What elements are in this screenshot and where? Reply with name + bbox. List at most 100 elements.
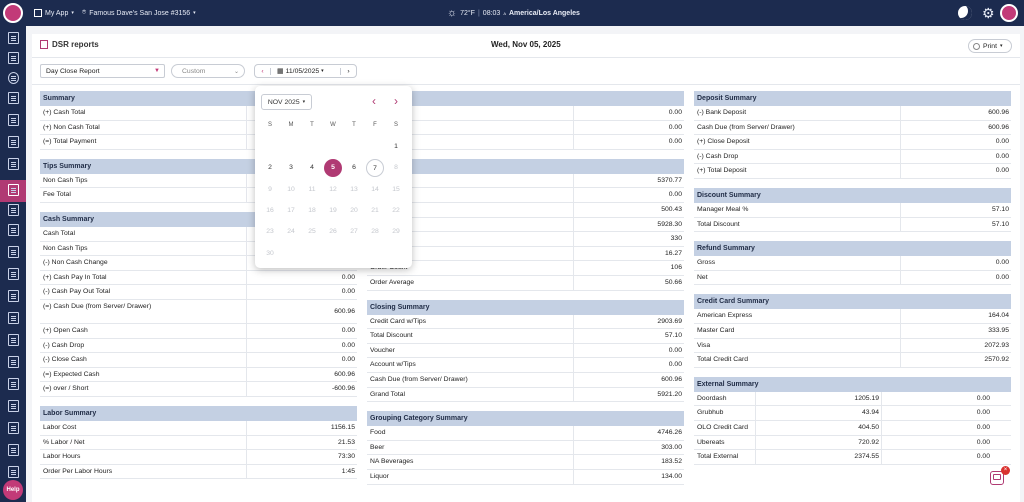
calendar-day: 15: [392, 185, 400, 193]
row-label: Visa: [694, 338, 901, 353]
sidebar-item-doc3-icon[interactable]: [8, 158, 19, 170]
sidebar-item-doc11-icon[interactable]: [8, 356, 19, 368]
dsr-report-icon[interactable]: [8, 184, 19, 196]
row-value: 73:30: [337, 453, 355, 461]
table-row: Cash Total: [40, 227, 357, 242]
row-value: 0.00: [976, 409, 990, 417]
sidebar-item-doc10-icon[interactable]: [8, 334, 19, 346]
row-label: Account w/Tips: [367, 358, 574, 372]
table-row: 500.43: [367, 202, 684, 218]
sidebar-item-doc2-icon[interactable]: [8, 114, 19, 126]
range-select[interactable]: Custom ⌄: [171, 64, 245, 78]
chevron-down-icon: ▾: [71, 10, 74, 16]
month-select[interactable]: NOV 2025 ▾: [261, 94, 312, 110]
row-value: 57.10: [991, 206, 1009, 213]
table-row: Non Cash Tips: [40, 173, 357, 189]
row-value: 404.50: [756, 420, 882, 435]
app-logo[interactable]: [3, 3, 23, 23]
sidebar-item-doc9-icon[interactable]: [8, 312, 19, 324]
calendar-day[interactable]: 4: [310, 164, 314, 172]
table-row: Grubhub 43.94 0.00: [694, 406, 1011, 421]
row-value: 50.66: [664, 278, 682, 286]
prev-month-button[interactable]: ‹: [372, 94, 376, 108]
chat-widget-button[interactable]: ×: [990, 466, 1010, 485]
settings-button[interactable]: ⚙: [982, 0, 995, 26]
sidebar-item-doc8-icon[interactable]: [8, 290, 19, 302]
chevron-down-icon: ▾: [321, 68, 324, 74]
sidebar-item-register-icon[interactable]: [8, 52, 19, 64]
calendar-day: 19: [329, 206, 337, 214]
row-value: 330: [670, 235, 682, 243]
sidebar-item-doc4-icon[interactable]: [8, 204, 19, 216]
sidebar-item-doc-icon[interactable]: [8, 92, 19, 104]
table-row: American Express 164.04: [694, 309, 1011, 324]
row-label: (+) Cash Total: [40, 106, 247, 120]
row-label: (+) Close Deposit: [694, 135, 901, 149]
moon-icon: [958, 6, 972, 20]
row-label: (+) Open Cash: [40, 323, 247, 338]
next-month-button[interactable]: ›: [394, 94, 398, 108]
table-row: Total Credit Card 2570.92: [694, 353, 1011, 368]
sidebar-item-doc13-icon[interactable]: [8, 400, 19, 412]
calendar-day[interactable]: 7: [366, 159, 384, 178]
range-value: Custom: [182, 67, 206, 75]
print-button[interactable]: Print ▾: [968, 39, 1012, 53]
row-label: Total Discount: [367, 329, 574, 343]
row-value: 4746.26: [657, 429, 682, 437]
report-section: 5370.77 0.00 500.43 5928.30 330 16.27 Order Co…: [367, 158, 684, 291]
sidebar-item-doc5-icon[interactable]: [8, 224, 19, 236]
section-title: Deposit Summary: [694, 91, 1011, 106]
report-type-select[interactable]: Day Close Report ▼: [40, 64, 165, 78]
prev-date-button[interactable]: ‹: [255, 67, 271, 75]
row-label: (-) Bank Deposit: [694, 106, 901, 120]
row-label: (-) Cash Pay Out Total: [40, 285, 247, 299]
calendar-day[interactable]: 1: [394, 143, 398, 150]
sidebar-item-doc6-icon[interactable]: [8, 246, 19, 258]
calendar-day[interactable]: 5: [324, 159, 342, 178]
calendar-day[interactable]: 6: [352, 164, 356, 172]
next-date-button[interactable]: ›: [340, 67, 356, 75]
help-button[interactable]: Help: [3, 480, 23, 500]
table-row: Doordash 1205.19 0.00: [694, 391, 1011, 407]
app-switcher[interactable]: My App ▾: [34, 0, 74, 26]
section-title: Discount Summary: [694, 188, 1011, 203]
row-label: Master Card: [694, 323, 901, 338]
sidebar-item-doc12-icon[interactable]: [8, 378, 19, 390]
sidebar-item-doc16-icon[interactable]: [8, 466, 19, 478]
close-icon[interactable]: ×: [1001, 466, 1010, 475]
calendar-day[interactable]: 3: [289, 164, 293, 172]
table-row: s0.00: [367, 135, 684, 150]
calendar-day[interactable]: 2: [268, 164, 272, 172]
report-section: Grouping Category Summary Food 4746.26 Beer…: [367, 411, 684, 485]
row-label: [367, 202, 574, 217]
user-icon[interactable]: [8, 72, 19, 84]
user-avatar[interactable]: [1000, 0, 1018, 26]
table-row: OLO Credit Card 404.50 0.00: [694, 420, 1011, 436]
sidebar-item-doc15-icon[interactable]: [8, 444, 19, 456]
row-label: Order Per Labor Hours: [40, 464, 247, 479]
table-row: Non Cash Tips: [40, 241, 357, 257]
sidebar-item-doc14-icon[interactable]: [8, 422, 19, 434]
table-row: Account w/Tips 0.00: [367, 358, 684, 373]
date-value[interactable]: 11/05/2025: [285, 67, 320, 75]
row-value: 134.00: [661, 472, 682, 480]
sidebar-item-doc7-icon[interactable]: [8, 268, 19, 280]
sidebar-item-reports-icon[interactable]: [8, 32, 19, 44]
section-title: [367, 158, 684, 174]
row-value: 21.53: [337, 438, 355, 446]
row-label: (=) Expected Cash: [40, 367, 247, 382]
row-label: (+) Total Deposit: [694, 164, 901, 178]
row-label: Ubereats: [694, 435, 756, 450]
row-value: 0.00: [976, 453, 990, 461]
chevron-down-icon: ⌄: [233, 68, 239, 75]
bar-chart-icon[interactable]: [8, 136, 19, 148]
table-row: (+) Cash Total: [40, 106, 357, 121]
store-switcher[interactable]: ⌾ Famous Dave's San Jose #3156 ▾: [82, 0, 196, 26]
row-value: 0.00: [668, 361, 682, 369]
table-row: (-) Close Cash 0.00: [40, 353, 357, 368]
dark-mode-toggle[interactable]: [958, 0, 972, 26]
print-icon: [973, 42, 980, 50]
row-label: (+) Cash Pay In Total: [40, 270, 247, 285]
sidebar-active-indicator: [0, 180, 26, 202]
table-row: (-) Cash Pay Out Total 0.00: [40, 285, 357, 300]
